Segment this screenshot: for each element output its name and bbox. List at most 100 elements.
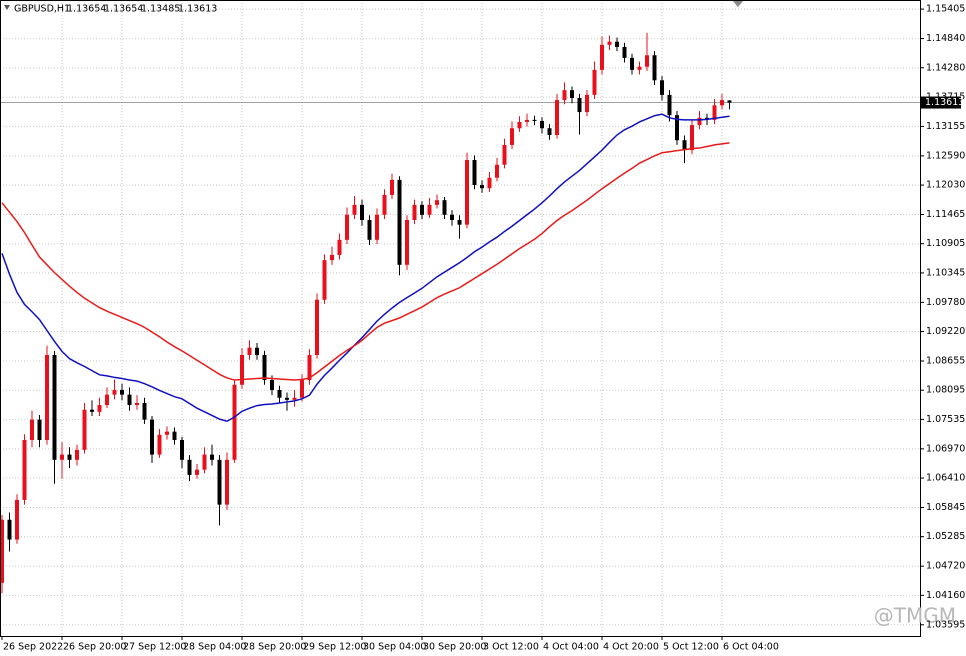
candle-body [15, 499, 19, 540]
header: GBPUSD,H1 1.13654 1.13654 1.13485 1.1361… [4, 4, 217, 15]
candle-body [105, 394, 109, 406]
candle-body [375, 214, 379, 240]
candle-body [712, 105, 717, 120]
candle-body [405, 219, 409, 265]
candle-body [270, 380, 274, 390]
y-tick-label: 1.07535 [926, 414, 965, 425]
x-tick-label: 4 Oct 04:00 [543, 642, 599, 653]
candle-body [255, 347, 259, 356]
candle-body [555, 100, 559, 136]
ohlc-high: 1.13654 [104, 4, 143, 15]
candle-body [682, 140, 687, 151]
candle-body [22, 439, 27, 500]
candle-body [232, 384, 237, 460]
candle-body [330, 254, 334, 261]
candle-body [285, 397, 289, 400]
candle-body [480, 185, 484, 189]
y-tick-label: 1.05845 [926, 502, 965, 513]
candle-body [127, 394, 132, 406]
candle-body [675, 115, 679, 141]
candle-body [697, 117, 702, 126]
ohlc-low: 1.13485 [141, 4, 180, 15]
candle-body [510, 128, 514, 145]
candle-body [465, 160, 469, 225]
candle-body [495, 164, 499, 178]
candle-body [727, 100, 732, 103]
candle-body [532, 119, 537, 121]
candle-body [412, 204, 417, 220]
candle-body [487, 177, 492, 189]
x-tick-label: 4 Oct 20:00 [603, 642, 659, 653]
candle-body [7, 519, 12, 540]
candle-body [502, 144, 507, 165]
candle-body [112, 389, 117, 395]
candle-body [277, 389, 282, 398]
candle-body [180, 439, 184, 460]
candle-body [442, 200, 447, 215]
candle-body [420, 204, 424, 215]
candle-body [435, 200, 439, 205]
moving-average [1, 142, 730, 381]
candle-body [562, 90, 567, 101]
x-tick-label: 28 Sep 04:00 [183, 642, 246, 653]
y-tick-label: 1.12590 [926, 150, 965, 161]
candle-body [187, 459, 192, 475]
candle-body [97, 405, 102, 412]
y-tick-label: 1.04720 [926, 561, 965, 572]
candle-body [202, 454, 207, 470]
x-tick-label: 30 Sep 20:00 [423, 642, 486, 653]
candle-body [217, 459, 222, 505]
candle-body [0, 519, 4, 583]
ohlc-close: 1.13613 [178, 4, 217, 15]
symbol: GBPUSD,H1 [14, 4, 70, 15]
candle-body [90, 409, 94, 412]
candle-body [592, 69, 597, 95]
moving-average [1, 113, 730, 423]
candle-body [382, 194, 387, 215]
y-tick-label: 1.04160 [926, 590, 965, 601]
candle-body [300, 380, 304, 398]
candle-body [337, 239, 342, 255]
candle-body [367, 219, 372, 240]
candle-body [210, 454, 214, 460]
candle-body [547, 128, 552, 136]
y-tick-label: 1.10345 [926, 267, 965, 278]
candle-body [637, 66, 642, 70]
candle-body [67, 454, 72, 460]
candle-body [120, 389, 124, 395]
candle-body [172, 431, 177, 440]
x-tick-label: 6 Oct 04:00 [723, 642, 779, 653]
x-tick-label: 29 Sep 12:00 [303, 642, 366, 653]
x-tick-label: 27 Sep 12:00 [123, 642, 186, 653]
candle-body [360, 204, 364, 220]
candle-body [645, 55, 649, 67]
candle-body [52, 355, 57, 460]
candle-body [600, 44, 604, 70]
candle-body [577, 98, 582, 113]
y-tick-label: 1.10905 [926, 238, 965, 249]
y-tick-label: 1.14280 [926, 62, 965, 73]
candle-body [315, 299, 319, 356]
candle-body [585, 94, 589, 113]
header-icon [4, 5, 10, 10]
candle-body [82, 409, 87, 450]
candle-body [150, 419, 154, 455]
x-tick-label: 5 Oct 12:00 [663, 642, 719, 653]
candle-body [165, 431, 169, 435]
candle-body [427, 204, 432, 215]
y-tick-label: 1.14840 [926, 33, 965, 44]
candle-body [37, 419, 42, 440]
candle-body [225, 459, 229, 505]
x-tick-label: 30 Sep 04:00 [363, 642, 426, 653]
candle-body [630, 57, 634, 70]
candle-body [262, 355, 267, 381]
x-tick-label: 26 Sep 2022 [3, 642, 63, 653]
candle-body [472, 160, 477, 186]
candle-body [30, 419, 34, 440]
y-tick-label: 1.11465 [926, 209, 965, 220]
y-tick-label: 1.12030 [926, 180, 965, 191]
candle-body [540, 120, 544, 129]
